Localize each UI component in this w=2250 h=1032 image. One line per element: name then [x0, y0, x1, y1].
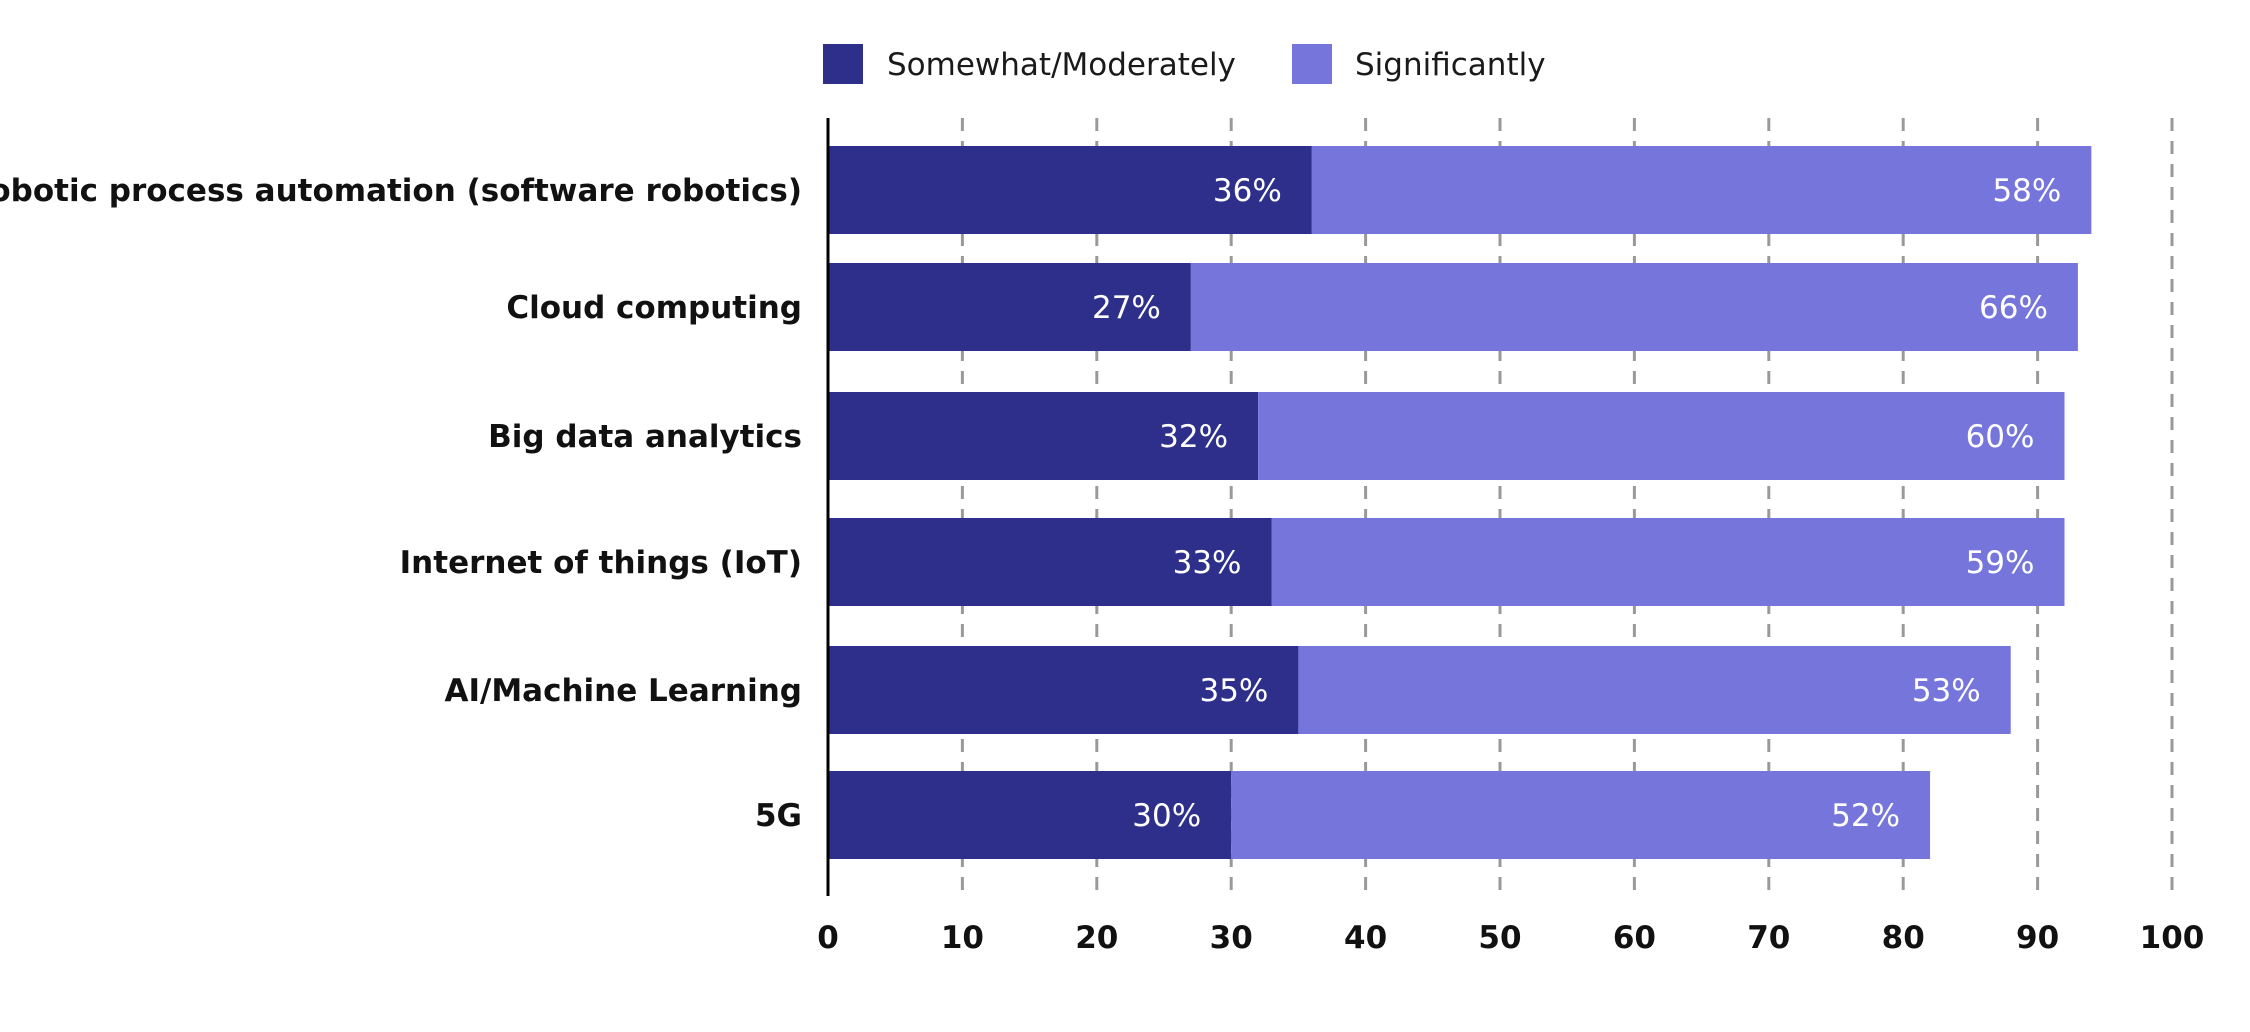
bar-significantly-1: [1311, 146, 2092, 234]
data-label-1-5: 35%: [1199, 673, 1268, 709]
bar-somewhat-moderately-4: [828, 518, 1272, 606]
category-label-2: Cloud computing: [506, 290, 802, 326]
data-label-1-2: 27%: [1092, 290, 1161, 326]
data-label-2-1: 58%: [1992, 173, 2061, 209]
x-tick-label-50: 50: [1478, 920, 1521, 956]
category-label-6: 5G: [755, 798, 802, 834]
x-tick-label-80: 80: [1882, 920, 1925, 956]
bar-somewhat-moderately-2: [828, 263, 1191, 351]
data-label-2-6: 52%: [1831, 798, 1900, 834]
legend-swatch-1: [823, 44, 863, 84]
category-label-5: AI/Machine Learning: [444, 673, 802, 709]
bar-somewhat-moderately-6: [828, 771, 1232, 859]
bar-significantly-6: [1231, 771, 1931, 859]
legend-label-1: Somewhat/Moderately: [887, 47, 1236, 83]
x-axis: 0 10 20 30 40 50 60 70 80 90 100: [817, 118, 2204, 956]
x-tick-label-20: 20: [1075, 920, 1118, 956]
category-label-4: Internet of things (IoT): [400, 545, 802, 581]
bars: 36% 58% 27% 66% 32% 60% 33% 59% 35% 53% 30% 52%: [828, 146, 2092, 859]
x-tick-label-40: 40: [1344, 920, 1387, 956]
legend-swatch-2: [1292, 44, 1332, 84]
bar-somewhat-moderately-3: [828, 392, 1259, 480]
bar-significantly-4: [1271, 518, 2065, 606]
data-label-2-3: 60%: [1966, 419, 2035, 455]
legend-label-2: Significantly: [1355, 47, 1546, 83]
x-tick-label-30: 30: [1210, 920, 1253, 956]
data-label-1-4: 33%: [1173, 545, 1242, 581]
category-label-3: Big data analytics: [488, 419, 802, 455]
x-tick-label-70: 70: [1747, 920, 1790, 956]
data-label-2-2: 66%: [1979, 290, 2048, 326]
bar-significantly-5: [1298, 646, 2011, 734]
x-tick-label-0: 0: [817, 920, 839, 956]
category-labels: Robotic process automation (software rob…: [0, 173, 802, 834]
x-tick-label-60: 60: [1613, 920, 1656, 956]
data-label-1-3: 32%: [1159, 419, 1228, 455]
x-tick-label-100: 100: [2140, 920, 2205, 956]
bar-somewhat-moderately-5: [828, 646, 1299, 734]
x-tick-label-10: 10: [941, 920, 984, 956]
bar-significantly-2: [1190, 263, 2078, 351]
bar-somewhat-moderately-1: [828, 146, 1312, 234]
data-label-2-4: 59%: [1966, 545, 2035, 581]
x-tick-label-90: 90: [2016, 920, 2059, 956]
category-label-1: Robotic process automation (software rob…: [0, 173, 802, 209]
bar-significantly-3: [1258, 392, 2065, 480]
data-label-1-6: 30%: [1132, 798, 1201, 834]
legend: Somewhat/Moderately Significantly: [823, 44, 1546, 84]
data-label-2-5: 53%: [1912, 673, 1981, 709]
data-label-1-1: 36%: [1213, 173, 1282, 209]
gridlines: [960, 118, 2174, 896]
